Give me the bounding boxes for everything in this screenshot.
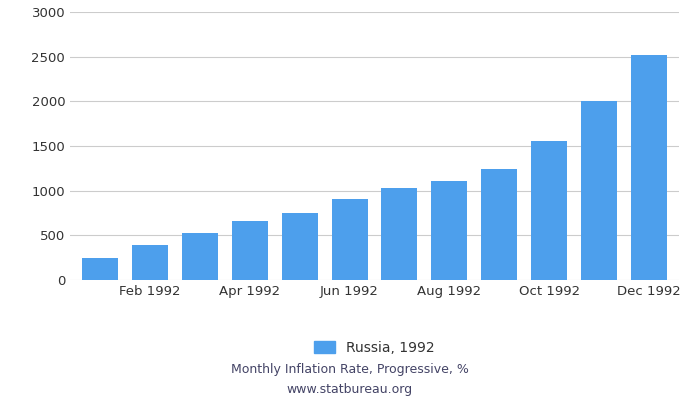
Legend: Russia, 1992: Russia, 1992 xyxy=(309,335,440,360)
Bar xyxy=(182,233,218,280)
Bar xyxy=(431,181,468,280)
Bar xyxy=(531,141,567,280)
Text: www.statbureau.org: www.statbureau.org xyxy=(287,384,413,396)
Bar xyxy=(631,55,667,280)
Bar xyxy=(382,188,417,280)
Bar xyxy=(232,220,267,280)
Bar xyxy=(482,169,517,280)
Bar xyxy=(82,258,118,280)
Bar xyxy=(332,199,368,280)
Bar xyxy=(132,245,168,280)
Bar xyxy=(281,212,318,280)
Bar xyxy=(581,101,617,280)
Text: Monthly Inflation Rate, Progressive, %: Monthly Inflation Rate, Progressive, % xyxy=(231,364,469,376)
